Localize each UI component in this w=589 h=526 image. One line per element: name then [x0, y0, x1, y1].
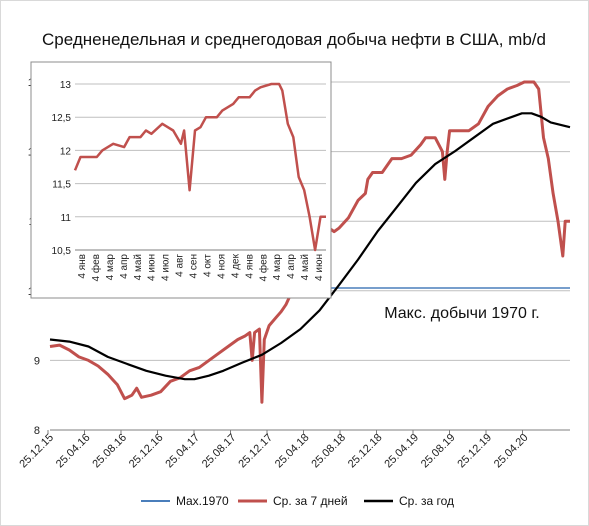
inset-x-tick: 4 окт — [202, 254, 213, 277]
inset-x-tick: 4 июн — [147, 254, 158, 281]
inset-series-layer — [73, 82, 326, 252]
main-y-tick: 8 — [34, 425, 40, 437]
inset-x-tick: 4 фев — [90, 254, 102, 281]
inset-y-tick: 12 — [60, 146, 72, 157]
legend-label-yearly: Ср. за год — [399, 494, 454, 508]
inset-x-tick: 4 ноя — [216, 254, 227, 279]
inset-series-line — [73, 82, 326, 252]
inset-x-tick: 4 апр — [119, 254, 130, 279]
inset-x-tick: 4 июн — [314, 254, 325, 281]
inset-x-tick-labels: 4 янв 4 фев 4 мар 4 апр 4 май 4 июн 4 июл 4 авг… — [77, 253, 325, 281]
inset-y-tick: 11,5 — [52, 180, 71, 191]
inset-x-tick: 4 янв — [244, 254, 255, 279]
inset-x-tick: 4 янв — [77, 254, 88, 279]
inset-x-tick: 4 апр — [286, 254, 297, 279]
inset-x-tick: 4 май — [300, 254, 311, 280]
legend: Max.1970 Ср. за 7 дней Ср. за год — [141, 494, 454, 508]
inset-x-tick: 4 мар — [105, 254, 116, 281]
inset-background — [30, 61, 332, 299]
inset-x-tick: 4 май — [133, 254, 144, 280]
main-y-tick: 9 — [34, 355, 40, 367]
series-yearly-line — [49, 112, 571, 381]
legend-label-max1970: Max.1970 — [176, 494, 229, 508]
inset-x-tick: 4 дек — [230, 253, 241, 278]
inset-y-tick-labels: 10,5 11 11,5 12 12,5 13 — [52, 80, 72, 257]
inset-y-tick: 12,5 — [52, 113, 72, 124]
inset-x-tick: 4 сен — [189, 254, 200, 278]
legend-label-weekly: Ср. за 7 дней — [273, 494, 348, 508]
inset-x-tick: 4 июл — [161, 254, 172, 281]
inset-y-tick: 10,5 — [52, 246, 72, 257]
inset-gridlines — [75, 83, 326, 251]
inset-x-tick: 4 фев — [257, 254, 269, 281]
max-1970-annotation: Макс. добычи 1970 г. — [384, 305, 539, 322]
inset-y-tick: 13 — [60, 80, 72, 91]
chart-title: Средненедельная и среднегодовая добыча н… — [42, 30, 546, 49]
inset-y-tick: 11 — [61, 213, 72, 224]
inset-x-tick: 4 авг — [175, 254, 186, 277]
inset-x-tick: 4 мар — [272, 254, 283, 281]
